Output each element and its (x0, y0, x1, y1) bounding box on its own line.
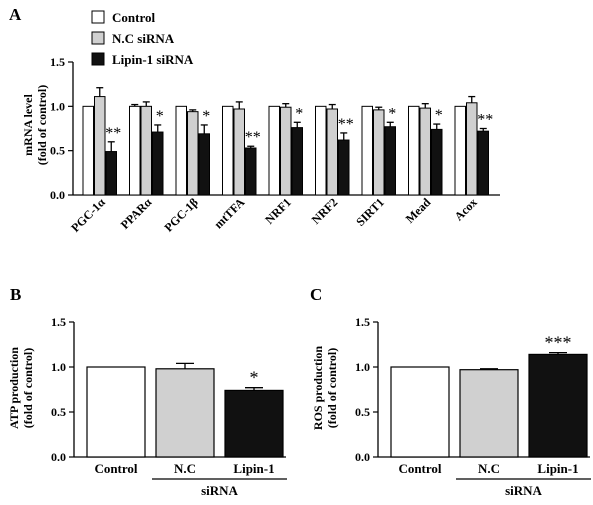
panel-c-category-label: Control (398, 461, 441, 476)
panel-a-chart: mRNA level (fold of control) Control N.C… (21, 10, 500, 235)
panel-a-bar-control (82, 105, 94, 196)
panel-a-legend: Control N.C siRNA Lipin-1 siRNA (91, 10, 194, 67)
legend-label-lipin: Lipin-1 siRNA (112, 52, 194, 67)
panel-a-bar-control (408, 105, 420, 196)
panel-c-significance: *** (545, 333, 572, 353)
panel-c-ylabel-line1: ROS production (311, 346, 325, 430)
panel-a-ytick-label: 1.0 (50, 99, 65, 113)
panel-a-bar-control (315, 105, 327, 196)
panel-b-bar-lipin (224, 389, 284, 458)
panel-c-ytick-label: 0.5 (355, 405, 370, 419)
panel-a-significance: * (435, 107, 443, 124)
panel-b-category-label: N.C (174, 461, 196, 476)
panel-b-ylabel-line1: ATP production (7, 347, 21, 429)
legend-swatch-nc (91, 31, 105, 45)
panel-c-ytick-label: 1.0 (355, 360, 370, 374)
panel-c-ylabel-line2: (fold of control) (325, 348, 339, 428)
panel-a-category-label: PGC-1α (68, 195, 108, 235)
panel-c-ytick-label: 1.5 (355, 315, 370, 329)
panel-a-bar-lipin (431, 128, 443, 196)
panel-a-ylabel-line1: mRNA level (21, 94, 35, 156)
panel-a-ytick-label: 0.5 (50, 144, 65, 158)
panel-a-bar-lipin (105, 151, 117, 196)
panel-a-bar-lipin (384, 126, 396, 196)
panel-a-bar-nc (140, 105, 152, 196)
panel-a-bar-nc (419, 107, 431, 196)
panel-a-bar-control (175, 105, 187, 196)
panel-c-bar-control (390, 366, 450, 458)
panel-a-bar-lipin (291, 127, 303, 196)
legend-swatch-lipin (91, 52, 105, 66)
panel-b-ytick-label: 1.0 (51, 360, 66, 374)
legend-swatch-control (91, 10, 105, 24)
panel-a-ylabel-line2: (fold of control) (35, 85, 49, 165)
panel-c-bar-lipin (528, 353, 588, 458)
panel-c-bar-nc (459, 369, 519, 458)
panel-a-ytick-label: 0.0 (50, 188, 65, 202)
panel-a-category-label: NRF2 (309, 195, 341, 227)
panel-a-bar-nc (373, 109, 385, 196)
panel-a-significance: ** (105, 125, 121, 142)
panel-b-ylabel-line2: (fold of control) (21, 348, 35, 428)
panel-a-bar-lipin (198, 133, 210, 196)
panel-a-ytick-label: 1.5 (50, 55, 65, 69)
panel-b-ytick-label: 0.5 (51, 405, 66, 419)
panel-b-significance: * (250, 368, 259, 388)
panel-a-significance: * (388, 105, 396, 122)
panel-a-bar-lipin (338, 139, 350, 196)
panel-a-bar-lipin (152, 131, 164, 196)
panel-a-significance: ** (338, 116, 354, 133)
panel-b-ytick-label: 0.0 (51, 450, 66, 464)
panel-a-category-label: PGC-1β (162, 195, 201, 234)
legend-label-control: Control (112, 10, 155, 25)
panel-a-bar-lipin (477, 130, 489, 196)
panel-a-category-label: NRF1 (262, 195, 294, 227)
legend-label-nc: N.C siRNA (112, 31, 175, 46)
panel-a-bar-control (454, 105, 466, 196)
panel-a-bar-nc (187, 111, 199, 196)
panel-b-chart: ATP production (fold of control) 0.0 0.5 1… (7, 315, 287, 498)
panel-a-category-label: mtTFA (211, 195, 247, 231)
panel-a-bar-control (222, 105, 234, 196)
panel-a-category-label: Acox (452, 195, 480, 223)
panel-a-category-label: SIRT1 (353, 195, 387, 229)
panel-a-category-label: PPARα (118, 195, 155, 232)
panel-c-group-label: siRNA (505, 483, 542, 498)
panel-label-a: A (9, 5, 22, 24)
panel-label-b: B (10, 285, 21, 304)
panel-label-c: C (310, 285, 322, 304)
panel-b-category-label: Control (94, 461, 137, 476)
panel-a-bar-control (361, 105, 373, 196)
panel-a-significance: * (295, 105, 303, 122)
panel-c-chart: ROS production (fold of control) 0.0 0.5 1… (311, 315, 591, 498)
panel-c-category-label: Lipin-1 (537, 461, 578, 476)
panel-c-category-label: N.C (478, 461, 500, 476)
panel-a-category-label: Mead (403, 195, 434, 226)
panel-a-bar-control (268, 105, 280, 196)
panel-b-ytick-label: 1.5 (51, 315, 66, 329)
panel-c-ytick-label: 0.0 (355, 450, 370, 464)
panel-a-bar-lipin (245, 147, 257, 196)
panel-b-bar-control (86, 366, 146, 458)
panel-b-category-label: Lipin-1 (233, 461, 274, 476)
panel-a-significance: * (156, 108, 164, 125)
panel-a-bar-nc (233, 108, 245, 196)
panel-a-significance: ** (477, 112, 493, 129)
panel-a-significance: ** (245, 129, 261, 146)
panel-a-bar-nc (466, 102, 478, 196)
panel-a-bar-nc (280, 106, 292, 196)
panel-b-group-label: siRNA (201, 483, 238, 498)
panel-a-bar-control (129, 105, 141, 196)
panel-a-bar-nc (94, 96, 106, 196)
panel-a-bar-nc (326, 108, 338, 196)
panel-a-significance: * (202, 108, 210, 125)
panel-b-bar-nc (155, 368, 215, 458)
